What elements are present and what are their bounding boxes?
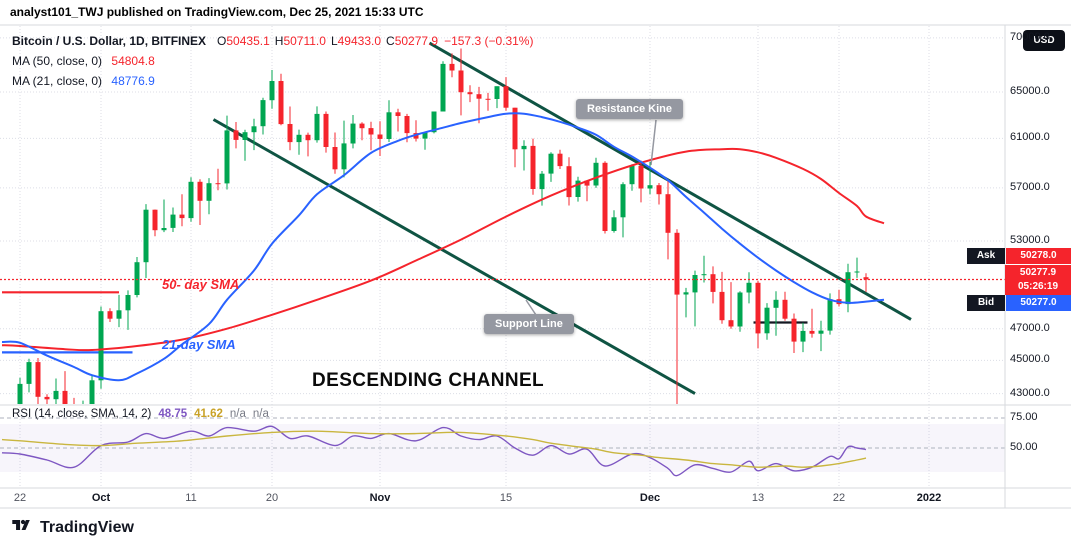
ma21-line[interactable] bbox=[1, 112, 885, 382]
bid-button[interactable]: Bid bbox=[967, 295, 1005, 311]
low-label: L bbox=[330, 34, 338, 48]
close-value: 50277.9 bbox=[394, 34, 439, 48]
ask-row: Ask 50278.0 bbox=[967, 248, 1071, 264]
resistance-line-callout[interactable]: Resistance Kine bbox=[576, 99, 683, 119]
high-label: H bbox=[274, 34, 284, 48]
rsi-na-1: n/a bbox=[229, 408, 246, 420]
legend-row-ma21: MA (21, close, 0) 48776.9 bbox=[12, 71, 533, 91]
price-axis-label: 65000.0 bbox=[1010, 85, 1050, 97]
symbol-title[interactable]: Bitcoin / U.S. Dollar, 1D, BITFINEX bbox=[12, 34, 207, 48]
horizontal-level-rays[interactable] bbox=[2, 291, 808, 354]
ma21-value: 48776.9 bbox=[111, 74, 155, 88]
time-axis-label: Dec bbox=[639, 492, 661, 504]
price-axis-label: 70000.0 bbox=[1010, 31, 1050, 43]
time-axis-label: 22 bbox=[13, 492, 27, 504]
publish-info: analyst101_TWJ published on TradingView.… bbox=[10, 5, 424, 19]
ma50-label[interactable]: MA (50, close, 0) bbox=[12, 54, 103, 68]
rsi-legend: RSI (14, close, SMA, 14, 2) 48.75 41.62 n/a… bbox=[12, 408, 269, 420]
time-axis-label: Oct bbox=[91, 492, 111, 504]
descending-channel-trendlines[interactable] bbox=[212, 41, 912, 395]
price-axis-label: 43000.0 bbox=[1010, 387, 1050, 399]
ask-price-tag: 50278.0 bbox=[1006, 248, 1071, 264]
sma50-text-label[interactable]: 50- day SMA bbox=[162, 277, 240, 292]
time-axis-label: Nov bbox=[369, 492, 391, 504]
price-axis-label: 47000.0 bbox=[1010, 322, 1050, 334]
time-axis-label: 2022 bbox=[916, 492, 942, 504]
ask-button[interactable]: Ask bbox=[967, 248, 1005, 264]
rsi-axis-label: 75.00 bbox=[1010, 411, 1038, 423]
tradingview-wordmark: TradingView bbox=[40, 518, 134, 536]
price-axis-label: 57000.0 bbox=[1010, 181, 1050, 193]
close-label: C bbox=[386, 34, 395, 48]
last-price-tag: 50277.9 05:26:19 bbox=[1005, 265, 1071, 295]
price-axis-label: 61000.0 bbox=[1010, 131, 1050, 143]
time-axis-label: 15 bbox=[499, 492, 513, 504]
candles-series[interactable] bbox=[17, 48, 869, 433]
open-value: 50435.1 bbox=[226, 34, 270, 48]
low-value: 49433.0 bbox=[337, 34, 382, 48]
ma21-label[interactable]: MA (21, close, 0) bbox=[12, 74, 103, 88]
sma21-text-label[interactable]: 21-day SMA bbox=[162, 337, 236, 352]
price-axis-label: 53000.0 bbox=[1010, 234, 1050, 246]
ma50-line[interactable] bbox=[1, 147, 885, 352]
price-axis-label: 45000.0 bbox=[1010, 353, 1050, 365]
legend-row-symbol: Bitcoin / U.S. Dollar, 1D, BITFINEX O5043… bbox=[12, 31, 533, 51]
bid-price-tag: 50277.0 bbox=[1006, 295, 1071, 311]
rsi-ma-line[interactable] bbox=[1, 430, 867, 468]
rsi-line[interactable] bbox=[1, 425, 867, 477]
rsi-axis-label: 50.00 bbox=[1010, 441, 1038, 453]
open-label: O bbox=[217, 34, 227, 48]
rsi-value: 48.75 bbox=[158, 408, 188, 420]
time-axis-label: 13 bbox=[751, 492, 765, 504]
symbol-legend: Bitcoin / U.S. Dollar, 1D, BITFINEX O5043… bbox=[12, 31, 533, 91]
change-value: −157.3 (−0.31%) bbox=[444, 34, 534, 48]
time-axis-label: 11 bbox=[185, 492, 197, 504]
descending-channel-label[interactable]: DESCENDING CHANNEL bbox=[312, 370, 545, 391]
rsi-ma-value: 41.62 bbox=[194, 408, 223, 420]
ma50-value: 54804.8 bbox=[111, 54, 155, 68]
high-value: 50711.0 bbox=[283, 34, 326, 48]
footer-brand-bar[interactable]: TradingView bbox=[10, 514, 134, 541]
time-axis-label: 22 bbox=[832, 492, 846, 504]
legend-row-ma50: MA (50, close, 0) 54804.8 bbox=[12, 51, 533, 71]
countdown-timer: 05:26:19 bbox=[1017, 281, 1059, 292]
last-price-value: 50277.9 bbox=[1019, 267, 1057, 278]
time-axis-label: 20 bbox=[265, 492, 279, 504]
rsi-label[interactable]: RSI (14, close, SMA, 14, 2) bbox=[12, 408, 152, 420]
tradingview-logo-icon bbox=[10, 514, 32, 541]
support-line-callout[interactable]: Support Line bbox=[484, 314, 574, 334]
rsi-na-2: n/a bbox=[252, 408, 269, 420]
currency-unit-button[interactable]: USD bbox=[1023, 30, 1065, 51]
bid-row: Bid 50277.0 bbox=[967, 295, 1071, 311]
